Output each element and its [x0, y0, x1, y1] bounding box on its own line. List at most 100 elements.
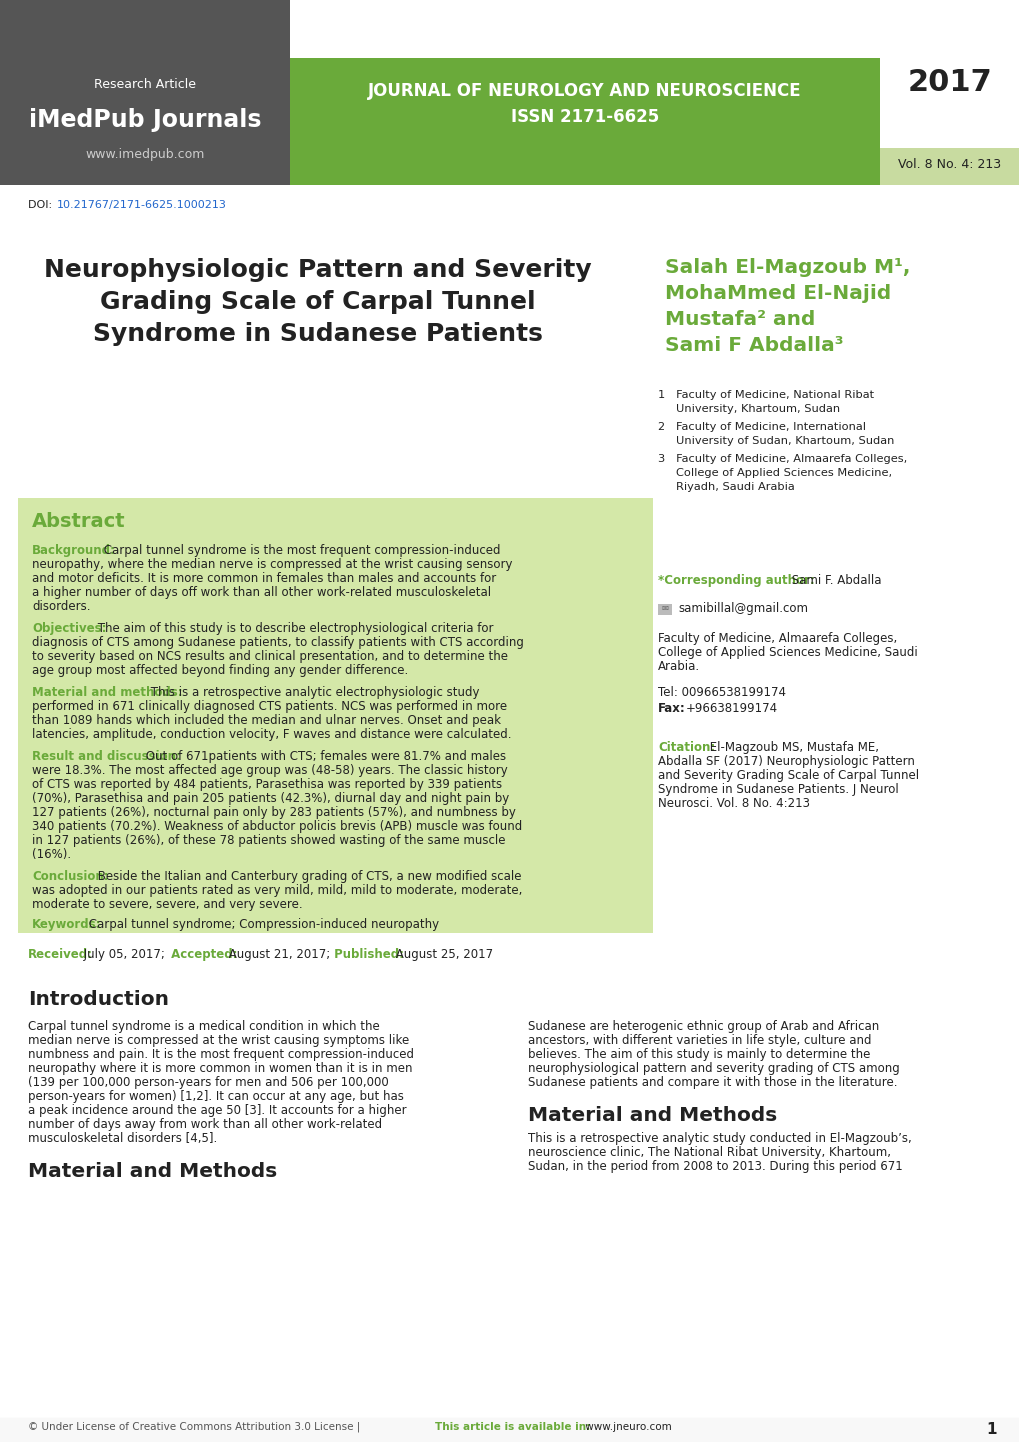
Text: Sami F Abdalla³: Sami F Abdalla³: [664, 336, 843, 355]
Text: a higher number of days off work than all other work-related musculoskeletal: a higher number of days off work than al…: [32, 585, 490, 598]
Text: Syndrome in Sudanese Patients. J Neurol: Syndrome in Sudanese Patients. J Neurol: [657, 783, 898, 796]
Text: person-years for women) [1,2]. It can occur at any age, but has: person-years for women) [1,2]. It can oc…: [28, 1090, 404, 1103]
Text: Arabia.: Arabia.: [657, 660, 699, 673]
Text: of CTS was reported by 484 patients, Parasethisa was reported by 339 patients: of CTS was reported by 484 patients, Par…: [32, 779, 501, 792]
Text: neuroscience clinic, The National Ribat University, Khartoum,: neuroscience clinic, The National Ribat …: [528, 1146, 891, 1159]
Text: Grading Scale of Carpal Tunnel: Grading Scale of Carpal Tunnel: [100, 290, 535, 314]
Text: Accepted:: Accepted:: [167, 947, 237, 960]
Text: This is a retrospective analytic study conducted in El-Magzoub’s,: This is a retrospective analytic study c…: [528, 1132, 911, 1145]
Text: Sudanese patients and compare it with those in the literature.: Sudanese patients and compare it with th…: [528, 1076, 897, 1089]
Text: neurophysiological pattern and severity grading of CTS among: neurophysiological pattern and severity …: [528, 1061, 899, 1074]
Text: ✉: ✉: [661, 604, 667, 613]
Text: Riyadh, Saudi Arabia: Riyadh, Saudi Arabia: [676, 482, 794, 492]
Text: age group most affected beyond finding any gender difference.: age group most affected beyond finding a…: [32, 663, 408, 676]
Text: iMedPub Journals: iMedPub Journals: [29, 108, 261, 133]
Text: Carpal tunnel syndrome; Compression-induced neuropathy: Carpal tunnel syndrome; Compression-indu…: [85, 919, 439, 932]
Text: ancestors, with different varieties in life style, culture and: ancestors, with different varieties in l…: [528, 1034, 870, 1047]
Text: University, Khartoum, Sudan: University, Khartoum, Sudan: [676, 404, 840, 414]
Text: Research Article: Research Article: [94, 78, 196, 91]
Text: disorders.: disorders.: [32, 600, 91, 613]
Text: a peak incidence around the age 50 [3]. It accounts for a higher: a peak incidence around the age 50 [3]. …: [28, 1105, 407, 1118]
Text: Objectives:: Objectives:: [32, 622, 106, 634]
Text: Vol. 8 No. 4: 213: Vol. 8 No. 4: 213: [898, 159, 1001, 172]
Text: July 05, 2017;: July 05, 2017;: [79, 947, 165, 960]
Text: ISSN 2171-6625: ISSN 2171-6625: [511, 108, 658, 125]
Text: Conclusion:: Conclusion:: [32, 870, 108, 883]
Text: MohaMmed El-Najid: MohaMmed El-Najid: [664, 284, 891, 303]
Text: Syndrome in Sudanese Patients: Syndrome in Sudanese Patients: [93, 322, 542, 346]
Text: *Corresponding author:: *Corresponding author:: [657, 574, 814, 587]
Text: Citation:: Citation:: [657, 741, 714, 754]
Text: Received:: Received:: [28, 947, 93, 960]
Text: (16%).: (16%).: [32, 848, 71, 861]
Text: Out of 671patients with CTS; females were 81.7% and males: Out of 671patients with CTS; females wer…: [142, 750, 505, 763]
Text: Neurosci. Vol. 8 No. 4:213: Neurosci. Vol. 8 No. 4:213: [657, 797, 809, 810]
Text: This article is available in:: This article is available in:: [434, 1422, 590, 1432]
Text: Beside the Italian and Canterbury grading of CTS, a new modified scale: Beside the Italian and Canterbury gradin…: [94, 870, 521, 883]
Text: were 18.3%. The most affected age group was (48-58) years. The classic history: were 18.3%. The most affected age group …: [32, 764, 507, 777]
Text: 2017: 2017: [907, 68, 991, 97]
Text: August 21, 2017;: August 21, 2017;: [225, 947, 330, 960]
Text: numbness and pain. It is the most frequent compression-induced: numbness and pain. It is the most freque…: [28, 1048, 414, 1061]
Text: Material and Methods: Material and Methods: [28, 1162, 277, 1181]
Text: musculoskeletal disorders [4,5].: musculoskeletal disorders [4,5].: [28, 1132, 217, 1145]
Text: 127 patients (26%), nocturnal pain only by 283 patients (57%), and numbness by: 127 patients (26%), nocturnal pain only …: [32, 806, 516, 819]
Text: El-Magzoub MS, Mustafa ME,: El-Magzoub MS, Mustafa ME,: [705, 741, 878, 754]
Text: Tel: 00966538199174: Tel: 00966538199174: [657, 686, 786, 699]
Text: samibillal@gmail.com: samibillal@gmail.com: [678, 601, 807, 614]
Text: Sami F. Abdalla: Sami F. Abdalla: [788, 574, 880, 587]
Text: to severity based on NCS results and clinical presentation, and to determine the: to severity based on NCS results and cli…: [32, 650, 507, 663]
Text: Abdalla SF (2017) Neurophysiologic Pattern: Abdalla SF (2017) Neurophysiologic Patte…: [657, 756, 914, 769]
Text: than 1089 hands which included the median and ulnar nerves. Onset and peak: than 1089 hands which included the media…: [32, 714, 500, 727]
Text: Abstract: Abstract: [32, 512, 125, 531]
Text: Result and discussion:: Result and discussion:: [32, 750, 180, 763]
Text: 1: 1: [985, 1422, 997, 1438]
Text: in 127 patients (26%), of these 78 patients showed wasting of the same muscle: in 127 patients (26%), of these 78 patie…: [32, 833, 505, 846]
Text: Neurophysiologic Pattern and Severity: Neurophysiologic Pattern and Severity: [44, 258, 591, 283]
Text: Published:: Published:: [330, 947, 404, 960]
Text: DOI:: DOI:: [28, 200, 56, 211]
Text: and Severity Grading Scale of Carpal Tunnel: and Severity Grading Scale of Carpal Tun…: [657, 769, 918, 782]
Text: College of Applied Sciences Medicine, Saudi: College of Applied Sciences Medicine, Sa…: [657, 646, 917, 659]
Text: and motor deficits. It is more common in females than males and accounts for: and motor deficits. It is more common in…: [32, 572, 496, 585]
Text: 1   Faculty of Medicine, National Ribat: 1 Faculty of Medicine, National Ribat: [657, 389, 873, 399]
Text: moderate to severe, severe, and very severe.: moderate to severe, severe, and very sev…: [32, 898, 303, 911]
Text: August 25, 2017: August 25, 2017: [391, 947, 492, 960]
Text: 340 patients (70.2%). Weakness of abductor policis brevis (APB) muscle was found: 340 patients (70.2%). Weakness of abduct…: [32, 820, 522, 833]
Text: University of Sudan, Khartoum, Sudan: University of Sudan, Khartoum, Sudan: [676, 435, 894, 446]
Text: © Under License of Creative Commons Attribution 3.0 License |: © Under License of Creative Commons Attr…: [28, 1422, 363, 1432]
Text: College of Applied Sciences Medicine,: College of Applied Sciences Medicine,: [676, 469, 892, 477]
Text: Background:: Background:: [32, 544, 116, 557]
Text: Sudan, in the period from 2008 to 2013. During this period 671: Sudan, in the period from 2008 to 2013. …: [528, 1159, 902, 1172]
Text: number of days away from work than all other work-related: number of days away from work than all o…: [28, 1118, 382, 1131]
Text: neuropathy, where the median nerve is compressed at the wrist causing sensory: neuropathy, where the median nerve is co…: [32, 558, 512, 571]
Text: neuropathy where it is more common in women than it is in men: neuropathy where it is more common in wo…: [28, 1061, 412, 1074]
Text: 2   Faculty of Medicine, International: 2 Faculty of Medicine, International: [657, 423, 865, 433]
Text: believes. The aim of this study is mainly to determine the: believes. The aim of this study is mainl…: [528, 1048, 869, 1061]
Text: 10.21767/2171-6625.1000213: 10.21767/2171-6625.1000213: [57, 200, 226, 211]
Text: Mustafa² and: Mustafa² and: [664, 310, 814, 329]
Text: Introduction: Introduction: [28, 991, 169, 1009]
Text: Carpal tunnel syndrome is the most frequent compression-induced: Carpal tunnel syndrome is the most frequ…: [100, 544, 500, 557]
Text: The aim of this study is to describe electrophysiological criteria for: The aim of this study is to describe ele…: [94, 622, 493, 634]
Text: Keywords:: Keywords:: [32, 919, 102, 932]
Text: Salah El-Magzoub M¹,: Salah El-Magzoub M¹,: [664, 258, 910, 277]
Text: Material and methods:: Material and methods:: [32, 686, 182, 699]
Text: (70%), Parasethisa and pain 205 patients (42.3%), diurnal day and night pain by: (70%), Parasethisa and pain 205 patients…: [32, 792, 508, 805]
Text: 3   Faculty of Medicine, Almaarefa Colleges,: 3 Faculty of Medicine, Almaarefa College…: [657, 454, 906, 464]
Text: Carpal tunnel syndrome is a medical condition in which the: Carpal tunnel syndrome is a medical cond…: [28, 1019, 379, 1032]
Text: Fax:: Fax:: [657, 702, 685, 715]
Text: was adopted in our patients rated as very mild, mild, mild to moderate, moderate: was adopted in our patients rated as ver…: [32, 884, 522, 897]
Text: (139 per 100,000 person-years for men and 506 per 100,000: (139 per 100,000 person-years for men an…: [28, 1076, 388, 1089]
Text: Material and Methods: Material and Methods: [528, 1106, 776, 1125]
Text: diagnosis of CTS among Sudanese patients, to classify patients with CTS accordin: diagnosis of CTS among Sudanese patients…: [32, 636, 524, 649]
Text: +96638199174: +96638199174: [686, 702, 777, 715]
Text: performed in 671 clinically diagnosed CTS patients. NCS was performed in more: performed in 671 clinically diagnosed CT…: [32, 699, 506, 712]
Text: Sudanese are heterogenic ethnic group of Arab and African: Sudanese are heterogenic ethnic group of…: [528, 1019, 878, 1032]
Text: JOURNAL OF NEUROLOGY AND NEUROSCIENCE: JOURNAL OF NEUROLOGY AND NEUROSCIENCE: [368, 82, 801, 99]
Text: www.jneuro.com: www.jneuro.com: [582, 1422, 672, 1432]
Text: www.imedpub.com: www.imedpub.com: [86, 149, 205, 162]
Text: latencies, amplitude, conduction velocity, F waves and distance were calculated.: latencies, amplitude, conduction velocit…: [32, 728, 511, 741]
Text: median nerve is compressed at the wrist causing symptoms like: median nerve is compressed at the wrist …: [28, 1034, 409, 1047]
Text: This is a retrospective analytic electrophysiologic study: This is a retrospective analytic electro…: [147, 686, 479, 699]
